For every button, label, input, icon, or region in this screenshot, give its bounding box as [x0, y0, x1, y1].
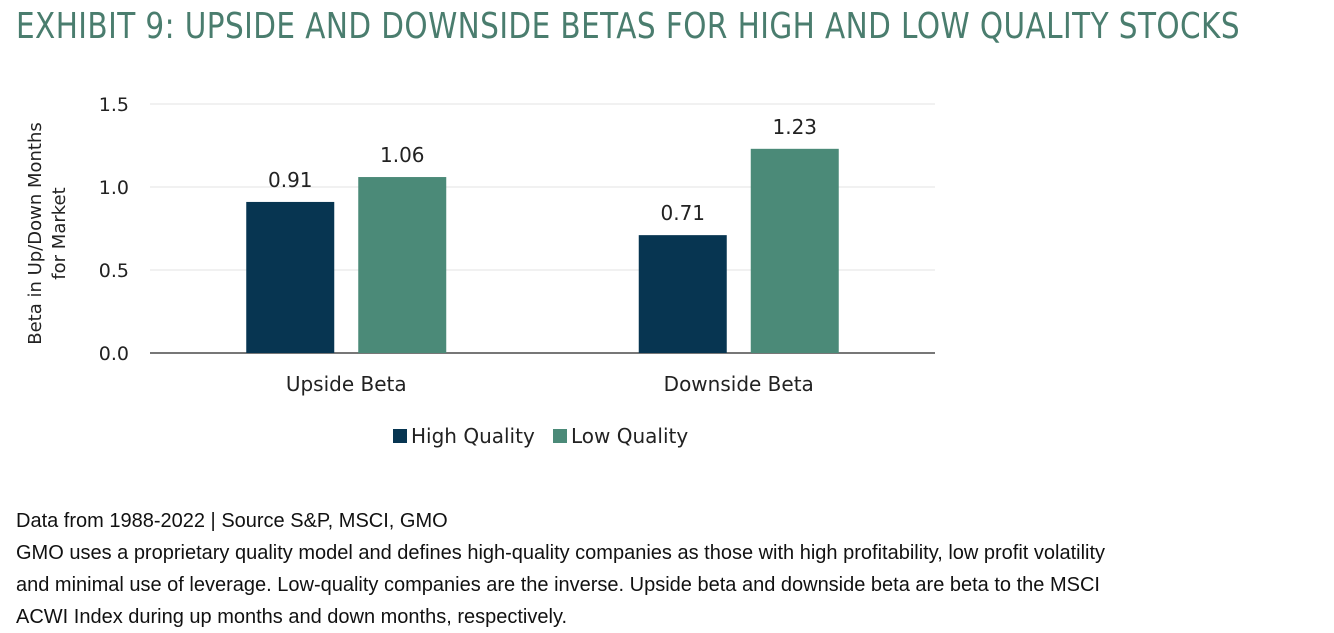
- x-tick-label: Upside Beta: [286, 372, 407, 396]
- legend-swatch: [553, 429, 567, 443]
- bar: [750, 148, 839, 353]
- y-axis-label: Beta in Up/Down Months for Market: [25, 122, 70, 345]
- x-tick-label: Downside Beta: [664, 372, 814, 396]
- legend: High Quality Low Quality: [393, 424, 688, 448]
- y-axis-label-line: for Market: [49, 187, 70, 279]
- chart-title: EXHIBIT 9: UPSIDE AND DOWNSIDE BETAS FOR…: [16, 6, 1240, 47]
- y-tick-label: 0.5: [99, 260, 129, 282]
- y-tick-labels: 0.0 0.5 1.0 1.5: [99, 94, 129, 365]
- y-axis-label-line: Beta in Up/Down Months: [25, 122, 46, 345]
- description-line-2: and minimal use of leverage. Low-quality…: [16, 574, 1100, 596]
- data-label: 0.71: [660, 201, 705, 225]
- data-label: 1.06: [380, 143, 425, 167]
- legend-swatch: [393, 429, 407, 443]
- description-line-1: GMO uses a proprietary quality model and…: [16, 542, 1106, 564]
- x-tick-labels: Upside Beta Downside Beta: [286, 372, 814, 396]
- data-label: 1.23: [772, 115, 817, 139]
- legend-label: Low Quality: [571, 424, 688, 448]
- data-label: 0.91: [268, 168, 313, 192]
- data-labels: 0.91 1.06 0.71 1.23: [268, 115, 817, 225]
- notes: Data from 1988-2022 | Source S&P, MSCI, …: [16, 505, 1331, 633]
- y-tick-label: 1.5: [99, 94, 129, 116]
- bar: [638, 235, 727, 353]
- legend-label: High Quality: [411, 424, 535, 448]
- bar: [246, 201, 335, 353]
- y-tick-label: 0.0: [99, 343, 129, 365]
- bar-chart: 0.0 0.5 1.0 1.5 Beta in Up/Down Months for M…: [25, 94, 935, 448]
- source-note: Data from 1988-2022 | Source S&P, MSCI, …: [16, 510, 448, 532]
- description-line-3: ACWI Index during up months and down mon…: [16, 606, 568, 628]
- y-tick-label: 1.0: [99, 177, 129, 199]
- bar: [358, 177, 447, 353]
- bars: [246, 148, 839, 353]
